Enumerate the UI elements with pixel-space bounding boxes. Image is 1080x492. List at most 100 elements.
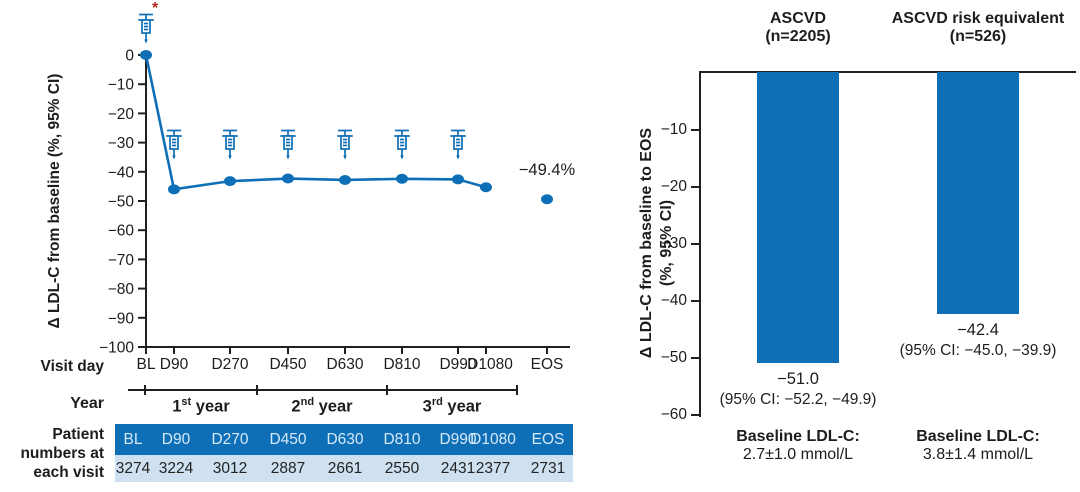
- eos-value-annotation: −49.4%: [518, 161, 576, 179]
- bar-ascvd: [757, 72, 839, 363]
- table-header-cell: D990: [439, 431, 477, 448]
- table-value-cell: 2887: [270, 460, 306, 477]
- left-chart-svg: 0 −10 −20 −30 −40 −50 −60 −70 −80 −90 −100: [99, 13, 570, 395]
- right-y-tick-label: −20: [660, 178, 687, 195]
- right-y-tick-label: −40: [660, 292, 687, 309]
- bar-ascvd-risk-equivalent: [937, 72, 1019, 314]
- baseline-ldl-0: Baseline LDL-C: 2.7±1.0 mmol/L: [648, 428, 948, 464]
- syringe-icon: [450, 129, 466, 160]
- y-tick-label: −90: [108, 310, 135, 327]
- baseline-title: Baseline LDL-C:: [916, 428, 1040, 445]
- y-tick-label: −70: [108, 252, 135, 269]
- visit-day-label: D450: [269, 356, 307, 373]
- right-panel: Δ LDL-C from baseline to EOS (%, 95% CI)…: [620, 0, 1080, 492]
- visit-day-label: D90: [159, 356, 189, 373]
- ldl-trend-line: [144, 54, 487, 191]
- syringe-icon: [394, 129, 410, 160]
- y-tick-label: −60: [108, 223, 135, 240]
- baseline-value: 3.8±1.4 mmol/L: [922, 446, 1034, 463]
- data-point: [224, 176, 236, 187]
- right-y-tick: [691, 300, 699, 302]
- dose-asterisk: *: [152, 0, 159, 17]
- baseline-value: 2.7±1.0 mmol/L: [742, 446, 854, 463]
- data-point: [168, 184, 180, 195]
- group-title: ASCVD: [769, 10, 826, 27]
- right-y-tick: [691, 129, 699, 131]
- table-header-cell: D270: [211, 431, 249, 448]
- visit-day-label: D270: [211, 356, 249, 373]
- patient-table-values: 3274 3224 3012 2887 2661 2550 2431 2377 2731: [115, 455, 573, 482]
- table-value-cell: 2661: [327, 460, 363, 477]
- year-label: 2nd year: [291, 396, 353, 416]
- visit-day-label: D990: [439, 356, 477, 373]
- syringe-icon: [138, 13, 154, 44]
- right-y-tick-label: −60: [660, 406, 687, 423]
- y-tick-label: 0: [125, 48, 134, 65]
- table-header-cell: BL: [123, 431, 143, 448]
- group-title: ASCVD risk equivalent: [891, 10, 1065, 27]
- right-y-tick: [691, 357, 699, 359]
- right-y-tick: [691, 243, 699, 245]
- group-n-label: (n=526): [949, 28, 1007, 45]
- y-tick-label: −40: [108, 164, 135, 181]
- y-tick-label: −80: [108, 281, 135, 298]
- right-y-tick: [691, 186, 699, 188]
- bar-ci-0: (95% CI: −52.2, −49.9): [719, 390, 877, 408]
- visit-labels: BL D90 D270 D450 D630 D810 D990 D1080 EOS: [0, 356, 620, 374]
- data-point: [396, 173, 408, 184]
- year-label: 3rd year: [422, 396, 482, 416]
- y-tick-label: −20: [108, 106, 135, 123]
- group-n-label: (n=2205): [765, 28, 831, 45]
- syringe-icon: [166, 129, 182, 160]
- year-label: 1st year: [172, 396, 230, 416]
- table-value-cell: 3274: [115, 460, 151, 477]
- right-top-axis: [699, 71, 1076, 73]
- visit-day-row-label: Visit day: [40, 358, 104, 375]
- visit-day-label: BL: [136, 356, 156, 373]
- bar-value-1: −42.4: [957, 320, 999, 339]
- bar-ci-1: (95% CI: −45.0, −39.9): [899, 341, 1057, 359]
- baseline-title: Baseline LDL-C:: [736, 428, 860, 445]
- table-value-cell: 2731: [530, 460, 566, 477]
- visit-day-label: EOS: [530, 356, 564, 373]
- table-header-cell: EOS: [531, 431, 565, 448]
- right-y-axis: [699, 71, 701, 417]
- table-value-cell: 3012: [212, 460, 248, 477]
- right-y-tick: [691, 414, 699, 416]
- table-header-cell: D450: [269, 431, 307, 448]
- group-header-risk-equivalent: ASCVD risk equivalent (n=526): [828, 10, 1080, 46]
- data-point: [480, 182, 492, 193]
- syringe-icon: [280, 129, 296, 160]
- visit-day-label: D630: [326, 356, 364, 373]
- right-y-tick-label: −10: [660, 121, 687, 138]
- data-point: [541, 194, 553, 205]
- y-tick-label: −10: [108, 77, 135, 94]
- visit-day-label: D810: [383, 356, 421, 373]
- year-labels: 1st year 2nd year 3rd year: [0, 396, 620, 418]
- table-header-cell: D630: [326, 431, 364, 448]
- table-value-cell: 2431: [440, 460, 476, 477]
- data-point: [452, 174, 464, 185]
- right-y-tick-label: −30: [660, 235, 687, 252]
- syringe-icon: [222, 129, 238, 160]
- table-value-cell: 2550: [384, 460, 420, 477]
- table-value-cell: 2377: [475, 460, 511, 477]
- patient-table-row-label: Patient numbers at each visit: [20, 426, 104, 481]
- left-panel: Δ LDL-C from baseline (%, 95% CI) 0 −10 −2…: [0, 0, 620, 482]
- right-y-tick-label: −50: [660, 349, 687, 366]
- y-tick-label: −30: [108, 135, 135, 152]
- syringe-icon: [337, 129, 353, 160]
- baseline-ldl-1: Baseline LDL-C: 3.8±1.4 mmol/L: [828, 428, 1080, 464]
- table-header-cell: D1080: [470, 431, 516, 448]
- visit-day-label: D1080: [467, 356, 513, 373]
- patient-table-header: BL D90 D270 D450 D630 D810 D990 D1080 EOS: [115, 424, 573, 455]
- group-header-ascvd: ASCVD (n=2205): [648, 10, 948, 46]
- y-tick-label: −100: [99, 340, 134, 357]
- data-point: [339, 174, 351, 185]
- table-header-cell: D90: [161, 431, 191, 448]
- table-value-cell: 3224: [158, 460, 194, 477]
- bar-value-0: −51.0: [777, 369, 819, 388]
- data-point: [282, 173, 294, 184]
- y-tick-label: −50: [108, 194, 135, 211]
